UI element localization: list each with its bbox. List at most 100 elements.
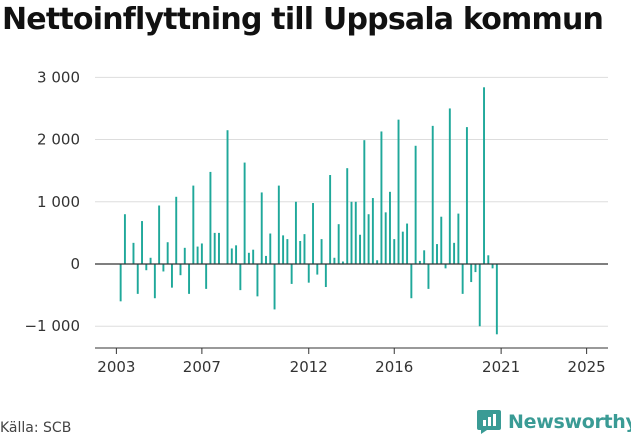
bars <box>119 87 498 335</box>
y-tick-label: −1 000 <box>24 317 80 335</box>
bar <box>444 264 447 269</box>
bar <box>389 191 391 264</box>
bar <box>461 264 464 294</box>
bar <box>260 192 263 264</box>
bar <box>230 248 233 264</box>
bar <box>188 264 191 294</box>
bar <box>196 246 199 264</box>
bar <box>149 257 152 264</box>
bar <box>376 260 379 264</box>
x-tick-label: 2012 <box>290 358 328 376</box>
bar <box>162 264 165 272</box>
bar <box>145 264 148 271</box>
bar <box>436 244 438 264</box>
bar <box>179 264 182 276</box>
bar <box>303 234 306 264</box>
bar <box>132 242 135 264</box>
bar <box>329 175 332 264</box>
bar <box>123 214 126 264</box>
bar <box>346 168 349 264</box>
brand-name: Newsworthy <box>508 411 631 433</box>
bar <box>363 140 366 264</box>
bar <box>243 162 246 264</box>
newsworthy-logo-icon <box>477 410 501 434</box>
bar <box>453 242 456 264</box>
y-tick-label: 3 000 <box>37 68 80 86</box>
bar <box>119 264 122 302</box>
bar <box>235 245 238 264</box>
x-tick-label: 2007 <box>183 358 221 376</box>
bar <box>252 249 255 264</box>
bar <box>209 171 212 264</box>
bar <box>474 264 477 273</box>
chart-title: Nettoinflyttning till Uppsala kommun <box>2 2 604 37</box>
bar <box>418 260 421 264</box>
bar <box>290 264 293 284</box>
newsworthy-logo[interactable]: Newsworthy <box>476 409 631 435</box>
bar <box>324 264 327 288</box>
bar <box>380 131 383 264</box>
source-note: Källa: SCB <box>0 420 72 436</box>
bar <box>371 198 374 264</box>
bar <box>170 264 173 288</box>
x-tick-label: 2025 <box>568 358 606 376</box>
bar <box>359 234 362 264</box>
bar <box>401 231 404 264</box>
bar <box>470 264 473 283</box>
bar <box>282 235 285 264</box>
bar <box>367 214 370 264</box>
bar <box>307 264 310 283</box>
bar <box>205 264 208 289</box>
bar <box>265 255 267 264</box>
bar <box>312 203 314 264</box>
bar <box>269 233 272 264</box>
bar <box>136 264 139 294</box>
bar <box>410 264 413 299</box>
bar <box>478 264 481 327</box>
y-tick-label: 1 000 <box>37 193 80 211</box>
bar <box>192 185 195 264</box>
bar <box>495 264 498 335</box>
bar <box>277 185 280 264</box>
bar <box>440 216 443 264</box>
y-tick-label: 0 <box>70 255 80 273</box>
bar <box>384 212 387 264</box>
y-tick-label: 2 000 <box>37 131 80 149</box>
bar <box>333 257 336 264</box>
bar <box>414 145 417 264</box>
bar <box>256 264 259 297</box>
bar <box>299 240 302 264</box>
axes <box>95 263 608 354</box>
bar <box>175 196 178 264</box>
bar <box>158 205 161 264</box>
bar <box>218 232 220 264</box>
x-tick-label: 2003 <box>97 358 135 376</box>
tick-labels: 3 000 2 000 1 000 0 −1 000 2003 2007 2012 2016 20… <box>24 68 605 376</box>
bar <box>448 108 451 264</box>
bar <box>393 239 396 264</box>
bar <box>465 127 468 264</box>
bar <box>483 87 485 265</box>
bar <box>200 243 203 264</box>
bar <box>487 255 490 264</box>
bar <box>341 261 344 264</box>
x-tick-label: 2021 <box>482 358 520 376</box>
bar <box>226 130 229 264</box>
bar <box>239 264 242 291</box>
x-tick-label: 2016 <box>375 358 413 376</box>
bar <box>350 201 353 264</box>
bar <box>166 242 169 264</box>
bar <box>406 223 409 264</box>
bar <box>423 250 426 264</box>
bar <box>320 239 323 264</box>
bar <box>431 125 434 264</box>
bar <box>316 264 319 275</box>
bar <box>183 247 186 264</box>
bar <box>213 232 216 264</box>
bar <box>337 224 340 264</box>
bar <box>273 264 276 310</box>
bar <box>286 239 289 264</box>
bar <box>491 264 494 269</box>
bar <box>247 252 250 264</box>
